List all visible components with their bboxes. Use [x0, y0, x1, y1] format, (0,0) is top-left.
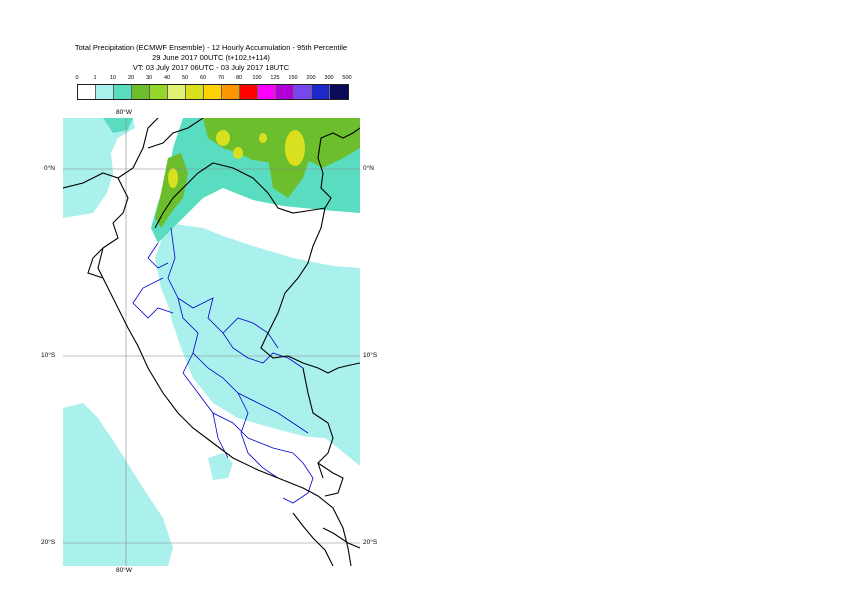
legend-swatch	[258, 85, 276, 99]
legend-label: 1	[93, 75, 97, 81]
legend-swatch	[240, 85, 258, 99]
legend-swatch	[150, 85, 168, 99]
legend-swatch	[330, 85, 348, 99]
legend-label: 60	[199, 75, 207, 81]
legend-label: 150	[288, 75, 298, 81]
lon-label-top: 80°W	[116, 109, 132, 116]
precipitation-map	[63, 118, 360, 566]
color-legend	[77, 84, 349, 100]
legend-label: 50	[181, 75, 189, 81]
precip-heavy-layer	[155, 118, 360, 228]
legend-label: 100	[252, 75, 262, 81]
legend-swatch	[168, 85, 186, 99]
lat-label-left-20s: 20°S	[41, 539, 56, 546]
map-subtitle-valid-time: VT: 03 July 2017 06UTC - 03 July 2017 18…	[132, 63, 290, 72]
legend-label: 80	[235, 75, 243, 81]
legend-swatch	[114, 85, 132, 99]
legend-label: 30	[145, 75, 153, 81]
legend-swatch	[276, 85, 294, 99]
legend-swatch	[96, 85, 114, 99]
lat-label-right-10s: 10°S	[363, 352, 378, 359]
country-borders	[63, 118, 360, 566]
legend-label: 500	[342, 75, 352, 81]
legend-label: 20	[127, 75, 135, 81]
admin-boundaries	[132, 227, 314, 504]
legend-swatch	[204, 85, 222, 99]
legend-label: 300	[324, 75, 334, 81]
precip-light-layer	[63, 118, 360, 566]
legend-label: 40	[163, 75, 171, 81]
lat-label-left-10s: 10°S	[41, 352, 56, 359]
legend-swatch	[294, 85, 312, 99]
precip-very-heavy-layer	[168, 130, 305, 188]
lat-label-left-0: 0°N	[44, 165, 55, 172]
legend-swatch	[78, 85, 96, 99]
map-title: Total Precipitation (ECMWF Ensemble) - 1…	[74, 43, 348, 52]
graticule	[63, 118, 360, 566]
legend-label: 125	[270, 75, 280, 81]
legend-swatch	[312, 85, 330, 99]
lon-label-bottom: 80°W	[116, 567, 132, 574]
legend-swatch	[222, 85, 240, 99]
legend-label: 200	[306, 75, 316, 81]
legend-swatch	[186, 85, 204, 99]
legend-swatch	[132, 85, 150, 99]
lat-label-right-20s: 20°S	[363, 539, 378, 546]
legend-label: 70	[217, 75, 225, 81]
map-subtitle-base-time: 29 June 2017 00UTC (t+102,t+114)	[152, 53, 270, 62]
legend-label: 0	[75, 75, 79, 81]
lat-label-right-0: 0°N	[363, 165, 374, 172]
legend-label: 10	[109, 75, 117, 81]
